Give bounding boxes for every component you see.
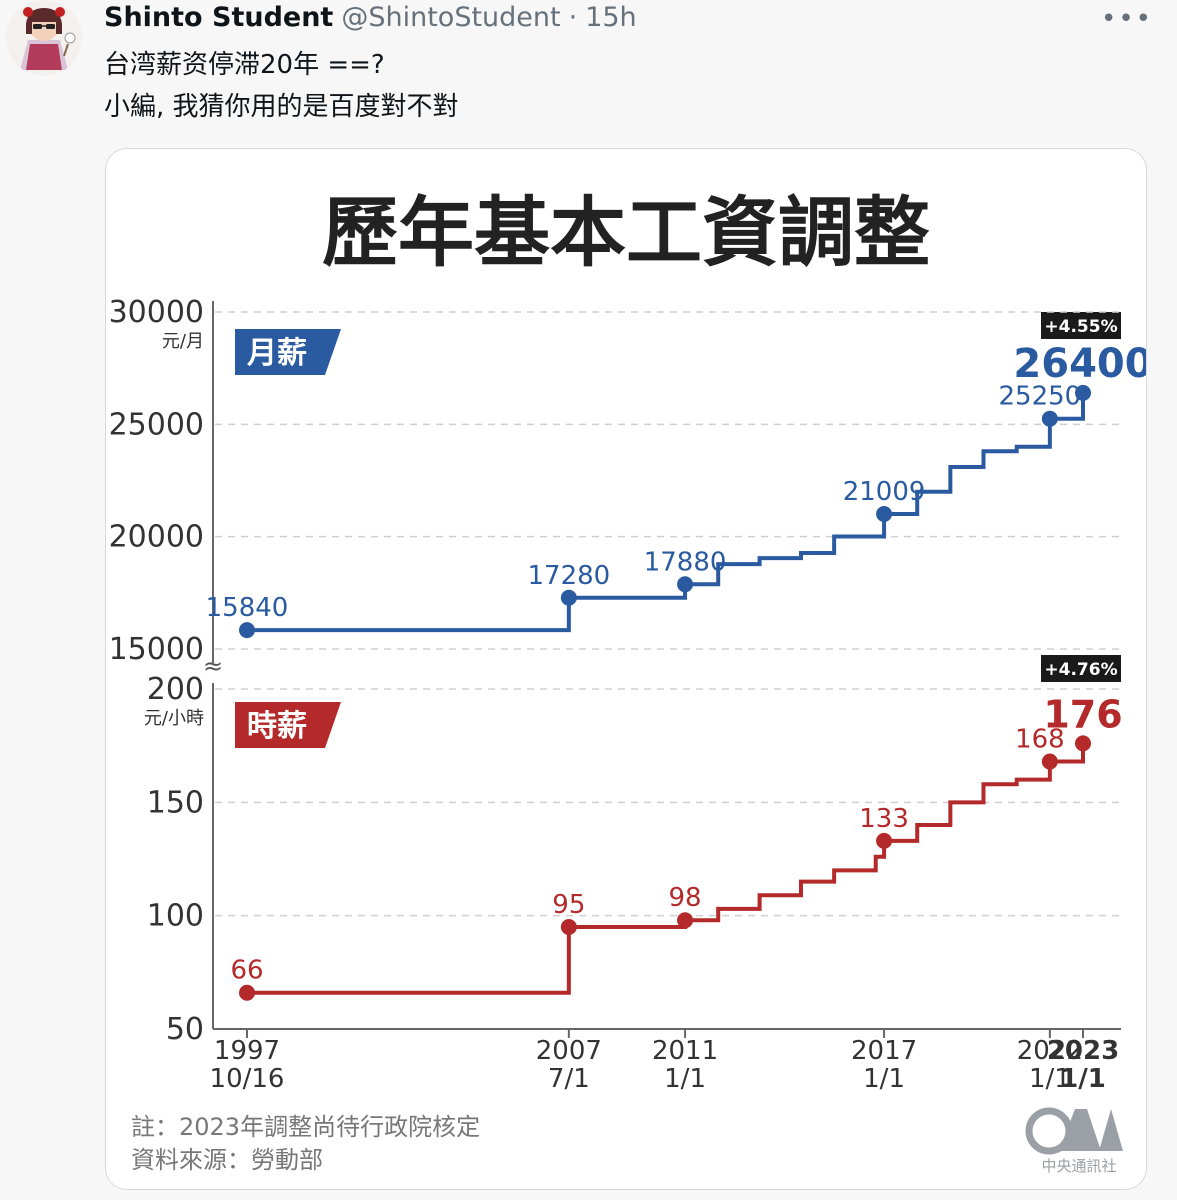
monthly-unit-label: 元/月 bbox=[162, 331, 204, 352]
cna-logo: 中央通訊社 bbox=[1025, 1107, 1123, 1175]
tweet-header: Shinto Student @ShintoStudent · 15h bbox=[104, 0, 637, 34]
cna-logo-text: 中央通訊社 bbox=[1041, 1157, 1116, 1175]
axis-break-mark: ≈ bbox=[203, 652, 223, 680]
data-label-latest: 176 bbox=[1043, 692, 1122, 736]
data-point bbox=[677, 912, 694, 929]
y-tick-label: 150 bbox=[147, 785, 204, 820]
x-tick-label-year: 1997 bbox=[214, 1036, 280, 1066]
hourly-change-label: +4.76% bbox=[1044, 660, 1117, 680]
data-point bbox=[1075, 384, 1091, 401]
data-point bbox=[876, 505, 893, 522]
user-handle[interactable]: @ShintoStudent bbox=[341, 1, 561, 33]
infographic-title: 歷年基本工資調整 bbox=[322, 188, 930, 277]
y-tick-label: 30000 bbox=[109, 295, 204, 330]
data-point bbox=[1041, 753, 1058, 770]
data-label: 25250 bbox=[999, 382, 1082, 412]
tweet-text-line-2: 小編, 我猜你用的是百度對不對 bbox=[104, 92, 459, 122]
data-label: 133 bbox=[859, 804, 909, 834]
footnote-source: 資料來源：勞動部 bbox=[131, 1146, 323, 1174]
monthly-change-badge: +4.55% bbox=[1041, 312, 1121, 339]
data-label: 15840 bbox=[206, 593, 289, 623]
series-line-monthly bbox=[247, 392, 1085, 633]
more-options-button[interactable]: ••• bbox=[1101, 4, 1151, 34]
avatar-illustration bbox=[6, 0, 82, 76]
y-tick-label: 15000 bbox=[109, 632, 204, 667]
hourly-badge: 時薪 bbox=[235, 702, 341, 748]
more-horizontal-icon: ••• bbox=[1101, 4, 1154, 34]
x-tick-label-year: 2017 bbox=[851, 1036, 917, 1066]
monthly-change-label: +4.55% bbox=[1044, 317, 1117, 337]
data-point bbox=[1075, 735, 1091, 752]
y-tick-label: 20000 bbox=[109, 520, 204, 555]
x-tick-label-date: 1/1 bbox=[664, 1064, 706, 1094]
x-tick-label-year: 2007 bbox=[536, 1036, 602, 1066]
data-label: 17880 bbox=[644, 547, 727, 577]
y-tick-label: 100 bbox=[147, 899, 204, 934]
wage-infographic: 歷年基本工資調整 元/月 元/小時 ≈ 月薪 時薪 +4.55% +4.76% … bbox=[109, 188, 1147, 1175]
hourly-unit-label: 元/小時 bbox=[144, 708, 204, 729]
monthly-badge: 月薪 bbox=[235, 329, 341, 375]
data-label: 98 bbox=[669, 883, 702, 913]
x-tick-label-date: 7/1 bbox=[548, 1064, 590, 1094]
y-tick-label: 25000 bbox=[109, 407, 204, 442]
x-tick-label-date: 1/1 bbox=[1029, 1064, 1071, 1094]
avatar[interactable] bbox=[6, 0, 82, 76]
timestamp[interactable]: 15h bbox=[585, 1, 637, 33]
data-point bbox=[560, 919, 577, 935]
data-point bbox=[239, 622, 255, 639]
x-tick-label-year: 2022 bbox=[1017, 1036, 1083, 1066]
y-tick-label: 200 bbox=[147, 672, 204, 707]
hourly-change-badge: +4.76% bbox=[1041, 655, 1121, 682]
data-label: 17280 bbox=[527, 561, 610, 591]
hourly-badge-label: 時薪 bbox=[247, 709, 307, 744]
x-tick-label-date: 1/1 bbox=[863, 1064, 905, 1094]
data-label-latest: 26400 bbox=[1013, 341, 1147, 387]
data-label: 66 bbox=[230, 956, 263, 986]
monthly-badge-label: 月薪 bbox=[247, 336, 307, 371]
tweet-media-card[interactable]: 歷年基本工資調整 元/月 元/小時 ≈ 月薪 時薪 +4.55% +4.76% … bbox=[105, 148, 1147, 1190]
tweet-text-line-1: 台湾薪资停滞20年 ==? bbox=[104, 50, 385, 80]
display-name[interactable]: Shinto Student bbox=[104, 1, 334, 33]
data-point bbox=[1041, 410, 1058, 427]
data-label: 21009 bbox=[843, 477, 926, 507]
x-tick-label-date: 10/16 bbox=[210, 1064, 285, 1094]
y-tick-label: 50 bbox=[166, 1012, 204, 1047]
data-point bbox=[560, 589, 577, 606]
data-label: 95 bbox=[552, 890, 585, 920]
data-label: 168 bbox=[1015, 725, 1065, 755]
data-point bbox=[239, 984, 255, 1001]
x-tick-label-year: 2011 bbox=[652, 1036, 718, 1066]
series-line-hourly bbox=[247, 743, 1085, 995]
separator-dot: · bbox=[568, 1, 578, 33]
data-point bbox=[876, 832, 893, 849]
footnote-note: 註：2023年調整尚待行政院核定 bbox=[131, 1113, 480, 1141]
x-tick-label-year: 2023 bbox=[1047, 1036, 1119, 1066]
x-tick-label-date: 1/1 bbox=[1060, 1064, 1106, 1094]
data-point bbox=[677, 576, 694, 593]
